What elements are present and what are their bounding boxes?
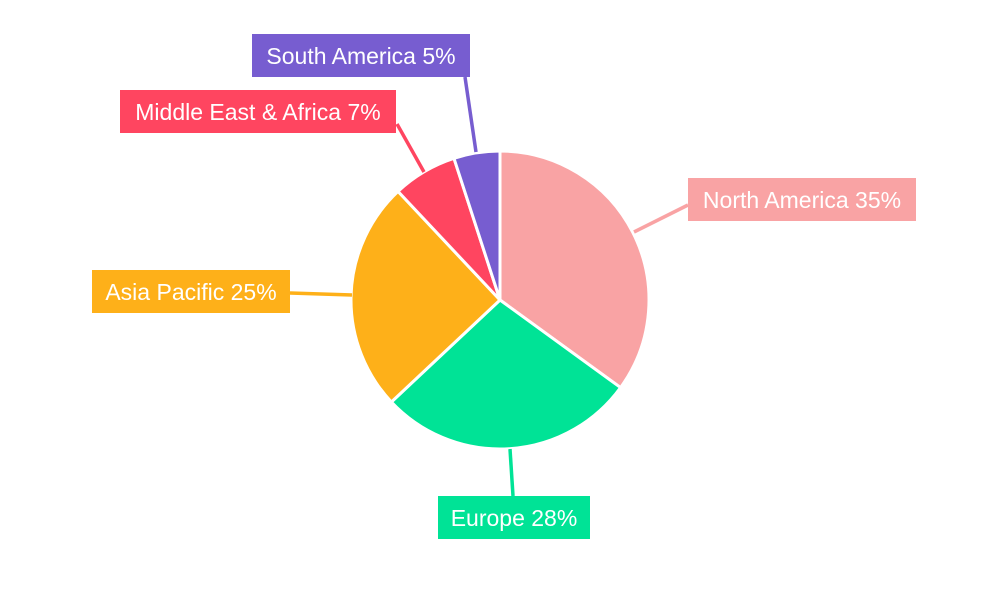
callout-line-europe — [508, 448, 515, 497]
data-label-europe: Europe 28% — [451, 505, 578, 531]
callout-line-south-america — [463, 76, 478, 153]
label-box-asia-pacific — [92, 270, 290, 313]
data-label-north-america: North America 35% — [703, 187, 901, 213]
label-box-europe — [438, 496, 590, 539]
callout-line-middle-east-africa — [395, 123, 426, 173]
slice-north-america[interactable] — [498, 149, 651, 390]
label-box-south-america — [252, 34, 470, 77]
callout-line-north-america — [633, 203, 689, 234]
label-box-north-america — [688, 178, 916, 221]
data-label-middle-east-africa: Middle East & Africa 7% — [135, 99, 380, 125]
slice-europe[interactable] — [389, 298, 623, 451]
data-label-asia-pacific: Asia Pacific 25% — [105, 279, 276, 305]
slice-south-america[interactable] — [452, 149, 502, 302]
label-box-middle-east-africa — [120, 90, 396, 133]
data-label-south-america: South America 5% — [266, 43, 455, 69]
callout-line-asia-pacific — [289, 291, 353, 297]
